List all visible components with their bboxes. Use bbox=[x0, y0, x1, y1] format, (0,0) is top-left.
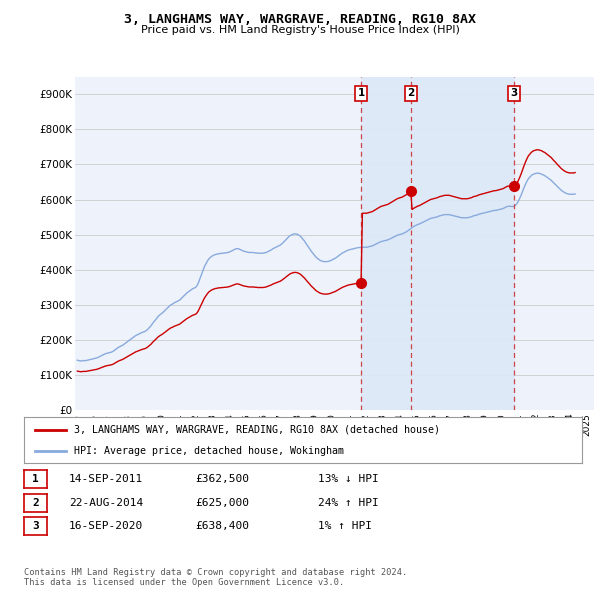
Text: 3, LANGHAMS WAY, WARGRAVE, READING, RG10 8AX: 3, LANGHAMS WAY, WARGRAVE, READING, RG10… bbox=[124, 13, 476, 26]
Text: £625,000: £625,000 bbox=[195, 498, 249, 507]
Text: 22-AUG-2014: 22-AUG-2014 bbox=[69, 498, 143, 507]
Text: 24% ↑ HPI: 24% ↑ HPI bbox=[318, 498, 379, 507]
Text: 3, LANGHAMS WAY, WARGRAVE, READING, RG10 8AX (detached house): 3, LANGHAMS WAY, WARGRAVE, READING, RG10… bbox=[74, 425, 440, 435]
Text: Price paid vs. HM Land Registry's House Price Index (HPI): Price paid vs. HM Land Registry's House … bbox=[140, 25, 460, 35]
Text: 16-SEP-2020: 16-SEP-2020 bbox=[69, 522, 143, 531]
Text: 13% ↓ HPI: 13% ↓ HPI bbox=[318, 474, 379, 484]
Text: 1: 1 bbox=[32, 474, 39, 484]
Text: 2: 2 bbox=[407, 88, 415, 99]
Text: Contains HM Land Registry data © Crown copyright and database right 2024.
This d: Contains HM Land Registry data © Crown c… bbox=[24, 568, 407, 587]
Text: £638,400: £638,400 bbox=[195, 522, 249, 531]
Text: 3: 3 bbox=[32, 522, 39, 531]
Bar bbox=[361, 77, 514, 410]
Text: 3: 3 bbox=[511, 88, 518, 99]
Text: 2: 2 bbox=[32, 498, 39, 507]
Text: 14-SEP-2011: 14-SEP-2011 bbox=[69, 474, 143, 484]
Text: HPI: Average price, detached house, Wokingham: HPI: Average price, detached house, Woki… bbox=[74, 445, 344, 455]
Text: 1% ↑ HPI: 1% ↑ HPI bbox=[318, 522, 372, 531]
Text: 1: 1 bbox=[358, 88, 365, 99]
Text: £362,500: £362,500 bbox=[195, 474, 249, 484]
